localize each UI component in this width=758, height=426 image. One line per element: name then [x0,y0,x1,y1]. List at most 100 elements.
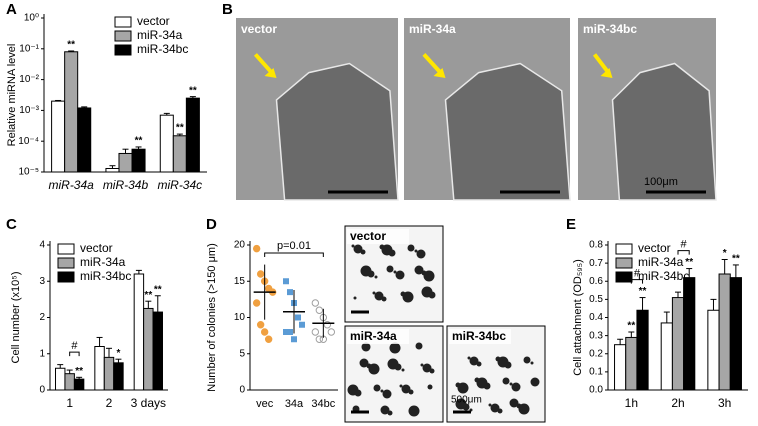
bar [77,107,92,173]
colony [416,249,426,259]
data-point [323,321,332,329]
colony [394,363,402,371]
legend-label: miR-34a [80,255,126,269]
bar [105,167,120,173]
y-axis-label: Cell number (x10⁵) [10,272,22,364]
annotation: p=0.01 [277,240,311,252]
colony [429,368,435,374]
annotation: # [681,238,688,250]
y-tick-label: 0.3 [589,330,603,341]
colony [428,291,436,299]
arrow-head [264,68,277,79]
cell-cluster [611,62,717,201]
data-point [287,289,293,296]
colony [518,403,530,415]
x-tick-label: 2 [106,396,113,410]
arrow-head [433,68,446,79]
y-tick-label: 10⁻⁴ [18,136,39,147]
x-tick-label: 1h [625,396,638,410]
bar [103,356,115,391]
colony [388,249,396,257]
colony [509,398,519,408]
annotation: # [634,267,641,279]
bar [660,322,673,391]
y-tick-label: 0.7 [589,258,603,269]
panel-letter: E [566,216,576,233]
colony [414,265,424,275]
colony [502,377,510,385]
y-axis-label: Number of colonies (>150 μm) [206,243,218,391]
annotation: ** [176,123,184,134]
bar [143,307,154,391]
bar [625,336,638,391]
colony [530,361,534,365]
y-tick-label: 2 [39,312,45,323]
colony [523,356,531,364]
annotation: ** [627,321,635,332]
colony [380,389,384,393]
bar [718,273,731,391]
colony [457,382,469,394]
colony [504,361,512,369]
x-tick-label: 2h [671,396,684,410]
panel-letter: B [222,1,233,18]
colony [373,384,381,392]
colony [509,382,513,386]
colony [374,275,378,279]
colony [374,291,384,301]
colony [382,389,392,399]
legend-label: miR-34a [638,255,684,269]
bar [185,97,200,173]
data-point [315,306,324,314]
legend-swatch [114,44,132,56]
y-tick-label: 20 [234,240,246,251]
bar [131,148,146,173]
annotation: # [71,340,78,352]
arrow [422,53,442,74]
data-point [327,328,336,336]
bar [614,344,627,391]
arrow [592,53,610,74]
annotation: ** [67,40,75,51]
annotation: * [723,248,727,259]
data-point [295,314,301,321]
y-tick-label: 0.8 [589,240,603,251]
image-label: miR-34bc [452,329,506,343]
bar [64,373,75,391]
bar [729,277,742,391]
data-point [291,336,297,343]
bar [64,51,79,173]
bar [118,152,133,173]
annotation: ** [685,257,693,268]
data-point [299,321,305,328]
label-bg [347,329,409,344]
annotation: ** [189,85,197,96]
bracket [264,252,324,257]
data-point [252,299,261,307]
y-tick-label: 5 [239,348,245,359]
data-point [283,278,289,285]
colony [395,270,405,280]
colony [399,384,403,388]
bar [152,311,163,391]
image-label: miR-34a [409,22,456,36]
bar [133,273,145,391]
colony [402,291,414,303]
colony [483,382,491,390]
bar [159,114,174,173]
annotation: ** [135,136,143,147]
colony [511,382,521,392]
legend-swatch [615,243,633,255]
cell-cluster [444,62,571,201]
y-tick-label: 3 [39,276,45,287]
annotation: ** [639,286,647,297]
panel-letter: C [6,216,17,233]
colony [420,363,424,367]
y-tick-label: 10⁻¹ [19,43,39,54]
y-axis-label: Cell attachment (OD₅₉₅) [572,259,584,376]
bar [707,309,720,391]
colony [415,342,423,350]
scale-label: 500μm [451,395,482,406]
legend-label: miR-34bc [137,42,188,56]
